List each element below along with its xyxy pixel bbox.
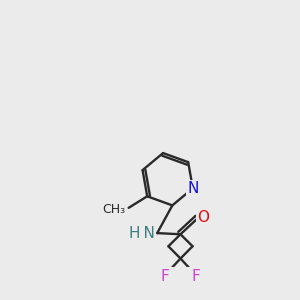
Text: F: F [192,269,201,284]
Text: CH₃: CH₃ [102,202,125,215]
Text: H N: H N [129,226,155,241]
Text: F: F [160,269,169,284]
Text: N: N [187,181,199,196]
Text: O: O [197,210,209,225]
